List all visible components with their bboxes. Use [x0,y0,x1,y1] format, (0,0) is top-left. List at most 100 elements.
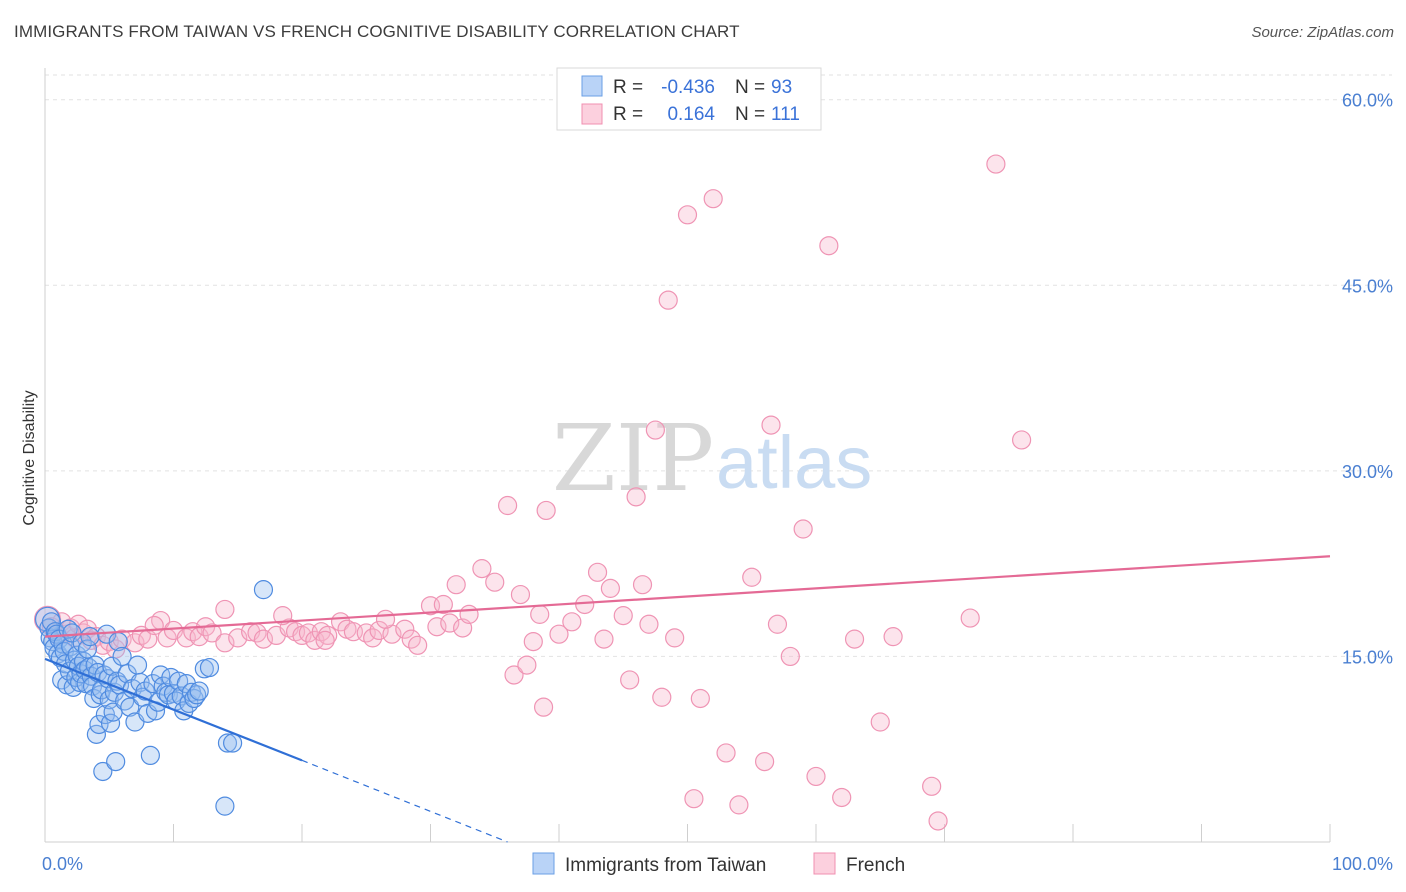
x-tick-label-0: 0.0% [42,854,83,874]
french-point [819,236,839,256]
watermark-zip: ZIP [552,405,714,512]
french-point [703,189,723,209]
french-point [587,562,608,582]
series-taiwan [34,580,274,816]
taiwan-point [46,624,67,644]
taiwan-point [253,580,274,600]
french-point [485,572,505,592]
french-point [459,604,479,624]
french-point [273,606,293,626]
taiwan-point [62,623,82,643]
chart-source: Source: ZipAtlas.com [1251,24,1394,41]
taiwan-point [77,639,98,659]
legend-r-label-french: R = [613,104,643,125]
french-point [562,612,582,632]
french-point [315,630,335,650]
french-point [870,712,890,732]
taiwan-point [41,612,62,632]
french-point [883,627,903,647]
series-french [33,154,1032,831]
french-point [645,420,665,440]
french-point [922,776,942,796]
french-point [677,205,698,225]
taiwan-point [199,657,220,678]
french-point [408,635,428,655]
legend-r-value-french: 0.164 [667,104,715,125]
french-point [498,495,518,516]
y-tick-label-60: 60.0% [1342,91,1393,111]
french-point [620,670,640,690]
watermark-atlas: atlas [716,421,872,504]
french-point [215,599,235,620]
french-point [533,697,554,717]
taiwan-point [189,681,209,701]
french-point [665,628,685,648]
legend-swatch-french [581,103,603,125]
french-point [742,567,762,587]
french-point [684,789,704,809]
ticks: 15.0% 30.0% 45.0% 60.0% 0.0% 100.0% [42,91,1393,874]
taiwan-point [127,655,148,675]
french-point [986,154,1006,174]
french-point [472,559,492,579]
french-point [632,575,653,595]
trend-line-taiwan [44,657,303,762]
french-point [729,795,749,815]
legend-swatch-taiwan [581,75,603,97]
french-point [530,604,550,624]
french-point [440,613,460,633]
french-point [928,811,948,831]
french-point [427,617,447,637]
y-axis-label: Cognitive Disability [21,390,38,525]
gridlines [45,74,1392,657]
french-point [575,594,595,615]
taiwan-point [217,733,238,753]
french-point [549,624,569,644]
french-point [716,743,736,763]
french-point [144,615,164,636]
french-point [517,655,537,675]
y-tick-label-30: 30.0% [1342,462,1393,482]
french-point [215,633,235,653]
legend-r-label-taiwan: R = [613,77,643,98]
bottom-legend-swatch-french [813,852,836,875]
french-point [832,787,852,808]
french-point [594,629,614,649]
legend-r-value-taiwan: -0.436 [661,77,715,98]
french-point [754,751,775,772]
french-point [510,584,531,605]
french-point [523,631,543,652]
french-point [1011,430,1032,450]
bottom-legend-label-french: French [846,855,905,876]
legend-n-value-french: 111 [771,104,800,125]
french-point [369,620,389,641]
french-point [504,665,524,685]
taiwan-point [106,751,126,772]
french-point [780,646,800,667]
bottom-legend: Immigrants from Taiwan French [532,852,905,876]
taiwan-point [80,627,100,647]
taiwan-point [169,671,189,691]
taiwan-point [112,646,132,667]
taiwan-point [140,745,160,766]
bottom-legend-label-taiwan: Immigrants from Taiwan [565,855,766,876]
legend-n-label-taiwan: N = [735,77,765,98]
french-point [536,500,556,521]
trend-lines [44,555,1331,843]
french-point [806,766,826,787]
taiwan-point [215,796,235,816]
taiwan-point [93,761,113,782]
french-point [318,625,338,646]
french-point [375,609,396,629]
chart-title: IMMIGRANTS FROM TAIWAN VS FRENCH COGNITI… [14,22,740,41]
french-point [446,575,466,595]
french-point [613,606,633,626]
french-point [960,608,980,628]
taiwan-point [102,656,122,676]
x-tick-label-100: 100.0% [1332,854,1393,874]
french-point [767,614,788,634]
french-point [125,633,145,653]
legend-n-value-taiwan: 93 [771,77,792,98]
bottom-legend-swatch-taiwan [532,852,555,875]
french-point [253,629,274,649]
